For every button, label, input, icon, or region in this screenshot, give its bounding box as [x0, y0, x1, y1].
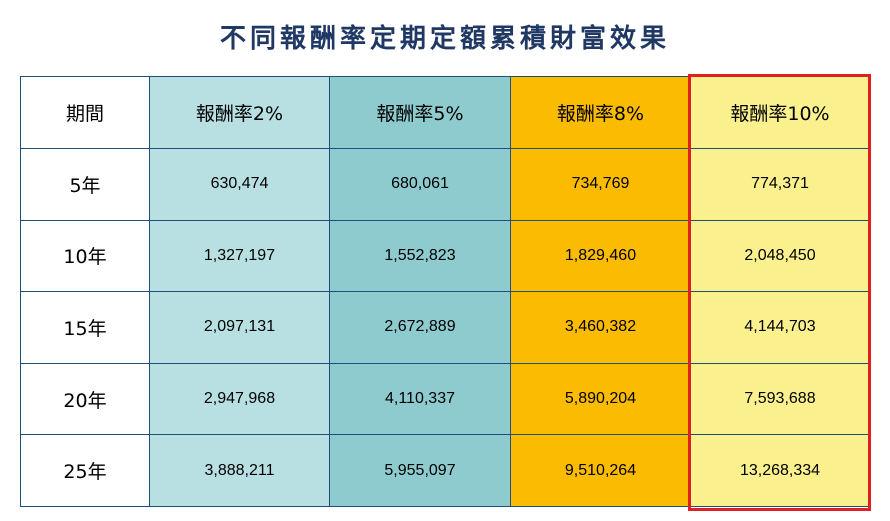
page-title: 不同報酬率定期定額累積財富效果 [219, 24, 670, 54]
table-cell: 734,769 [510, 148, 691, 221]
table-cell: 5,890,204 [510, 362, 691, 436]
row-period-label: 20年 [20, 362, 150, 436]
table-cell: 680,061 [329, 148, 511, 221]
table-cell: 630,474 [149, 148, 330, 221]
table-cell: 3,888,211 [149, 434, 330, 507]
table-row: 25年 3,888,211 5,955,097 9,510,264 13,268… [20, 434, 870, 507]
row-period-label: 15年 [20, 291, 150, 364]
table-cell: 9,510,264 [510, 434, 691, 507]
table-cell: 1,327,197 [149, 219, 330, 293]
table-row: 5年 630,474 680,061 734,769 774,371 [20, 148, 870, 221]
table-cell: 4,144,703 [690, 291, 870, 364]
table-cell: 5,955,097 [329, 434, 511, 507]
table-cell: 3,460,382 [510, 291, 691, 364]
table-cell: 2,947,968 [149, 362, 330, 436]
header-return-8pct: 報酬率8% [510, 76, 691, 149]
row-period-label: 25年 [20, 434, 150, 507]
table-row: 15年 2,097,131 2,672,889 3,460,382 4,144,… [20, 291, 870, 364]
header-period: 期間 [20, 76, 150, 149]
table-cell: 1,552,823 [329, 219, 511, 293]
row-period-label: 5年 [20, 148, 150, 221]
table-row: 20年 2,947,968 4,110,337 5,890,204 7,593,… [20, 362, 870, 436]
table-cell: 2,097,131 [149, 291, 330, 364]
table-cell: 4,110,337 [329, 362, 511, 436]
table-cell: 774,371 [690, 148, 870, 221]
table-cell: 2,048,450 [690, 219, 870, 293]
header-return-10pct: 報酬率10% [690, 76, 870, 149]
returns-table: 期間 報酬率2% 報酬率5% 報酬率8% 報酬率10% 5年 630,474 6… [20, 76, 870, 507]
table-cell: 2,672,889 [329, 291, 511, 364]
table-cell: 7,593,688 [690, 362, 870, 436]
row-period-label: 10年 [20, 219, 150, 293]
header-return-2pct: 報酬率2% [149, 76, 330, 149]
table-cell: 13,268,334 [690, 434, 870, 507]
table-header-row: 期間 報酬率2% 報酬率5% 報酬率8% 報酬率10% [20, 76, 870, 149]
header-return-5pct: 報酬率5% [329, 76, 511, 149]
table-row: 10年 1,327,197 1,552,823 1,829,460 2,048,… [20, 219, 870, 293]
table-cell: 1,829,460 [510, 219, 691, 293]
